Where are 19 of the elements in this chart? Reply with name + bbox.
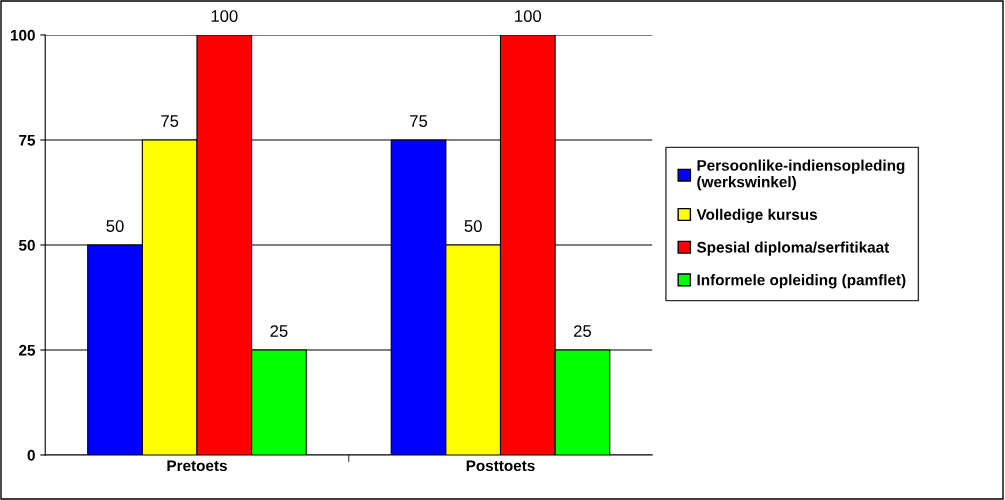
x-tick-label: Posttoets bbox=[466, 460, 535, 472]
x-tick-label: Pretoets bbox=[167, 460, 227, 472]
legend-label: Persoonlike-indiensopleding (werkswinkel) bbox=[697, 159, 905, 191]
y-tick-label: 0 bbox=[27, 449, 35, 461]
data-label: 50 bbox=[106, 220, 124, 232]
legend-label: Informele opleiding (pamflet) bbox=[697, 274, 906, 289]
y-tick-label: 75 bbox=[19, 135, 36, 146]
legend-label: Spesial diploma/serfitikaat bbox=[696, 241, 890, 256]
data-label: 25 bbox=[574, 325, 592, 337]
data-label: 100 bbox=[211, 10, 238, 22]
data-label: 25 bbox=[270, 325, 288, 337]
data-label: 100 bbox=[515, 10, 542, 22]
y-tick-label: 25 bbox=[19, 344, 36, 356]
data-label: 75 bbox=[161, 115, 179, 127]
data-label: 75 bbox=[410, 115, 428, 127]
legend-label: Volledige kursus bbox=[696, 208, 818, 224]
y-tick-label: 50 bbox=[18, 239, 35, 251]
data-label: 50 bbox=[464, 220, 482, 232]
y-tick-label: 100 bbox=[10, 29, 35, 41]
